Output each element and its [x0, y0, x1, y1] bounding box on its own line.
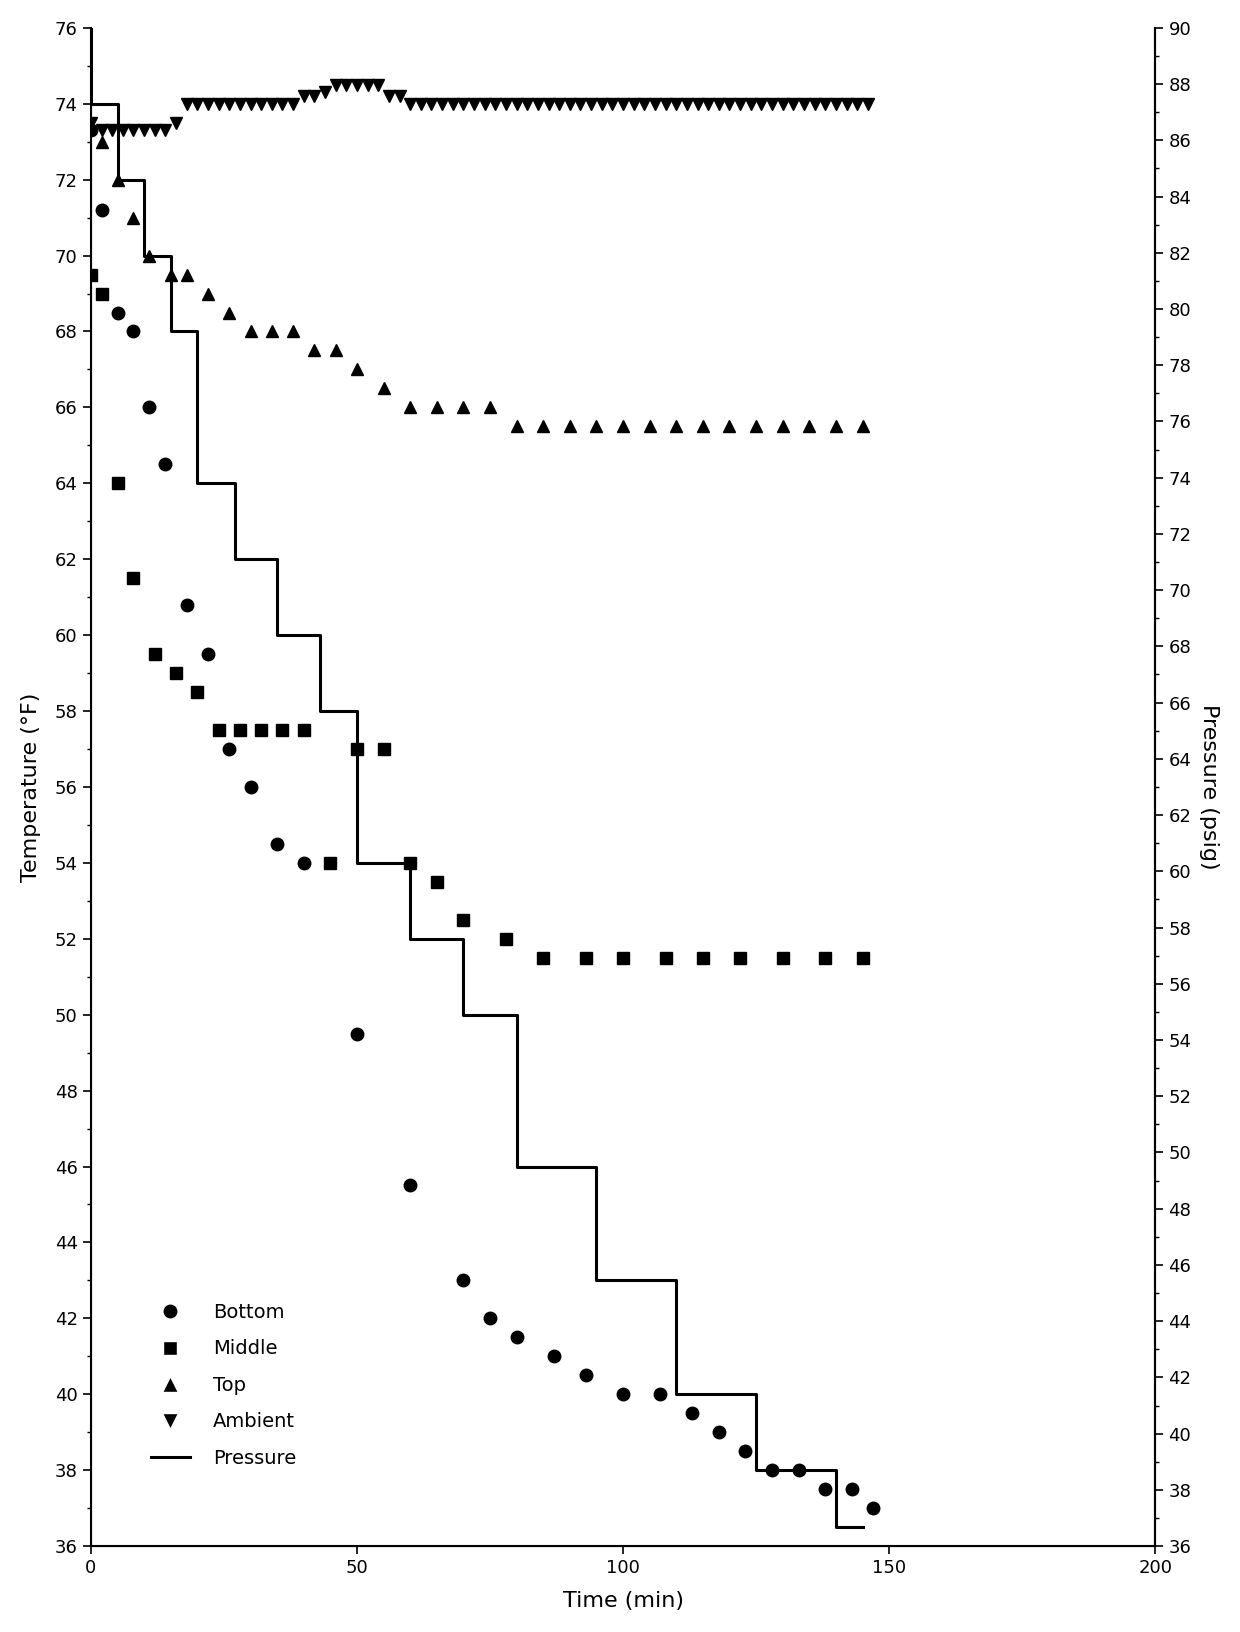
Y-axis label: Pressure (psig): Pressure (psig) — [1199, 703, 1219, 870]
Y-axis label: Temperature (°F): Temperature (°F) — [21, 692, 41, 881]
Legend: Bottom, Middle, Top, Ambient, Pressure: Bottom, Middle, Top, Ambient, Pressure — [143, 1296, 304, 1475]
X-axis label: Time (min): Time (min) — [563, 1591, 683, 1611]
